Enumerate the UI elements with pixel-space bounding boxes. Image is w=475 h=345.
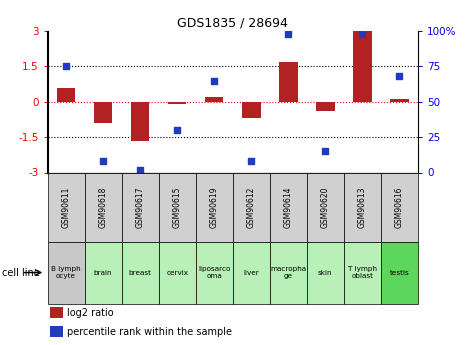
Text: GSM90618: GSM90618 bbox=[99, 186, 107, 228]
Bar bbox=[159, 241, 196, 304]
Text: percentile rank within the sample: percentile rank within the sample bbox=[67, 327, 232, 337]
Bar bbox=[307, 172, 344, 242]
Text: GSM90611: GSM90611 bbox=[62, 186, 70, 228]
Bar bbox=[196, 241, 233, 304]
Bar bbox=[270, 241, 307, 304]
Text: breast: breast bbox=[129, 269, 152, 276]
Text: cell line: cell line bbox=[2, 268, 40, 277]
Text: GSM90617: GSM90617 bbox=[136, 186, 144, 228]
Text: GSM90619: GSM90619 bbox=[210, 186, 218, 228]
Bar bbox=[242, 102, 260, 118]
Point bbox=[396, 73, 403, 79]
Text: testis: testis bbox=[390, 269, 409, 276]
Text: macropha
ge: macropha ge bbox=[270, 266, 306, 279]
Bar bbox=[344, 241, 381, 304]
Point bbox=[173, 127, 181, 133]
Bar bbox=[48, 172, 85, 242]
Text: GSM90613: GSM90613 bbox=[358, 186, 367, 228]
Bar bbox=[94, 102, 113, 123]
Bar bbox=[344, 172, 381, 242]
Text: GSM90612: GSM90612 bbox=[247, 186, 256, 228]
Text: skin: skin bbox=[318, 269, 332, 276]
Bar bbox=[48, 241, 85, 304]
Text: GSM90616: GSM90616 bbox=[395, 186, 404, 228]
Bar bbox=[390, 99, 408, 102]
Bar bbox=[85, 241, 122, 304]
Point bbox=[285, 31, 292, 37]
Bar bbox=[381, 172, 418, 242]
Point bbox=[62, 63, 70, 69]
Text: liposarco
oma: liposarco oma bbox=[198, 266, 230, 279]
Point bbox=[247, 158, 255, 164]
Text: GSM90620: GSM90620 bbox=[321, 186, 330, 228]
Bar bbox=[316, 102, 334, 111]
Text: liver: liver bbox=[243, 269, 259, 276]
Bar bbox=[57, 88, 75, 102]
Title: GDS1835 / 28694: GDS1835 / 28694 bbox=[177, 17, 288, 30]
Bar bbox=[205, 97, 224, 102]
Bar bbox=[233, 172, 270, 242]
Point bbox=[359, 31, 366, 37]
Text: T lymph
oblast: T lymph oblast bbox=[348, 266, 377, 279]
Text: GSM90614: GSM90614 bbox=[284, 186, 293, 228]
Point bbox=[322, 148, 329, 154]
Bar bbox=[159, 172, 196, 242]
Point bbox=[99, 158, 107, 164]
Bar bbox=[50, 307, 63, 318]
Bar bbox=[122, 241, 159, 304]
Bar bbox=[131, 102, 149, 141]
Bar bbox=[233, 241, 270, 304]
Text: B lymph
ocyte: B lymph ocyte bbox=[51, 266, 81, 279]
Bar bbox=[168, 102, 187, 104]
Bar bbox=[122, 172, 159, 242]
Text: GSM90615: GSM90615 bbox=[173, 186, 181, 228]
Bar bbox=[307, 241, 344, 304]
Bar bbox=[50, 326, 63, 337]
Bar bbox=[196, 172, 233, 242]
Bar bbox=[85, 172, 122, 242]
Text: log2 ratio: log2 ratio bbox=[67, 308, 114, 318]
Point bbox=[210, 78, 218, 83]
Bar bbox=[381, 241, 418, 304]
Bar bbox=[279, 62, 297, 102]
Text: cervix: cervix bbox=[166, 269, 188, 276]
Text: brain: brain bbox=[94, 269, 112, 276]
Point bbox=[136, 167, 144, 172]
Bar bbox=[353, 31, 371, 102]
Bar bbox=[270, 172, 307, 242]
